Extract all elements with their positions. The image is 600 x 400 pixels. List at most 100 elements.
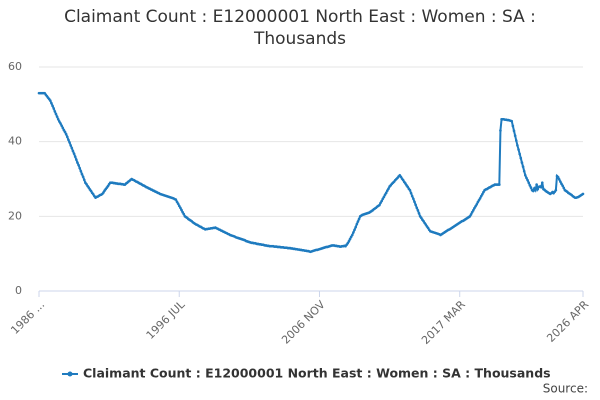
chart-title: Claimant Count : E12000001 North East : … <box>64 7 536 49</box>
point <box>408 188 412 192</box>
point <box>511 124 515 128</box>
point <box>82 178 86 182</box>
point <box>518 152 521 156</box>
point <box>535 183 538 186</box>
point <box>106 184 110 188</box>
point <box>499 129 502 132</box>
point <box>512 129 516 133</box>
point <box>378 203 381 207</box>
point <box>531 189 535 193</box>
point <box>581 192 585 196</box>
series-markers <box>37 91 585 254</box>
point <box>534 188 537 192</box>
point <box>352 231 355 234</box>
point <box>180 208 183 212</box>
point <box>522 169 526 173</box>
point <box>426 226 430 230</box>
source: Source: <box>543 382 588 396</box>
point <box>356 220 360 223</box>
point <box>399 175 403 179</box>
point <box>60 124 63 127</box>
x-tick-label: 2017 MAR <box>419 298 468 347</box>
point <box>77 163 80 167</box>
point <box>476 200 480 204</box>
point <box>49 99 52 102</box>
y-tick-label: 40 <box>8 135 22 148</box>
point <box>520 161 524 164</box>
point <box>55 115 59 118</box>
point <box>102 191 105 194</box>
x-tick-label: 2006 NOV <box>279 298 328 347</box>
point <box>554 188 558 192</box>
point <box>65 135 69 139</box>
point <box>482 190 485 194</box>
point <box>72 152 76 155</box>
point <box>413 200 416 204</box>
y-tick-label: 20 <box>8 209 22 222</box>
point <box>346 241 350 245</box>
point <box>498 183 501 186</box>
point <box>473 206 476 210</box>
point <box>416 209 420 212</box>
point <box>179 206 182 210</box>
x-tick-label: 1986 ... <box>8 298 47 337</box>
point <box>91 193 95 196</box>
point <box>381 197 385 201</box>
legend-label: Claimant Count : E12000001 North East : … <box>83 366 551 381</box>
point <box>540 181 544 185</box>
point <box>536 187 540 191</box>
point <box>81 175 85 179</box>
point <box>54 112 58 116</box>
point <box>469 213 473 216</box>
point <box>85 182 88 186</box>
point <box>71 149 75 153</box>
point <box>521 165 525 168</box>
point <box>58 120 61 123</box>
point <box>350 233 354 237</box>
point <box>382 195 386 199</box>
point <box>481 193 484 196</box>
point <box>53 110 57 113</box>
point <box>174 198 178 201</box>
point <box>559 180 562 183</box>
point <box>51 104 54 108</box>
point <box>525 176 528 180</box>
point <box>412 197 415 201</box>
point <box>78 166 82 170</box>
point <box>175 200 179 204</box>
point <box>348 237 352 241</box>
point <box>61 126 65 130</box>
point <box>62 128 66 132</box>
point <box>477 198 481 202</box>
point <box>404 182 407 185</box>
point <box>59 122 62 125</box>
point <box>539 185 543 189</box>
point <box>415 206 419 210</box>
point <box>468 215 472 218</box>
point <box>68 141 71 144</box>
point <box>73 155 77 158</box>
x-tick-label: 2026 APR <box>544 298 591 345</box>
point <box>419 216 423 220</box>
point <box>52 107 56 110</box>
point <box>401 178 405 182</box>
point <box>76 161 79 164</box>
point <box>50 101 53 105</box>
point <box>383 193 387 196</box>
point <box>89 189 93 193</box>
point <box>353 228 356 232</box>
point <box>529 186 533 189</box>
point <box>387 187 390 191</box>
point <box>379 201 382 205</box>
point <box>475 203 478 206</box>
point <box>181 210 184 214</box>
point <box>517 148 520 151</box>
point <box>424 223 428 226</box>
point <box>75 158 78 161</box>
point <box>528 184 532 187</box>
point <box>56 117 60 121</box>
point <box>176 202 180 205</box>
point <box>182 212 186 216</box>
point <box>470 210 474 214</box>
